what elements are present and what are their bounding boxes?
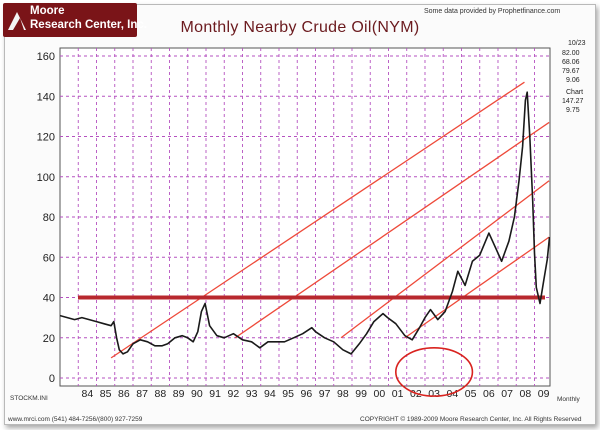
y-axis: 0 20 40 60 80 100 120 140 160 [37,51,55,385]
stats-chart-low: 9.75 [566,107,580,114]
stats-change: 9.06 [566,77,580,84]
y-tick-label: 120 [37,132,55,144]
stats-high: 82.00 [562,50,580,57]
x-tick-label: 03 [428,388,440,400]
brand-name-full: Research Center, Inc. [30,19,147,31]
period-label: Monthly [557,396,580,403]
stats-chart-label: Chart [566,89,584,96]
y-tick-label: 20 [43,333,55,345]
x-tick-label: 85 [100,388,112,400]
x-tick-label: 99 [355,388,367,400]
x-tick-label: 98 [337,388,349,400]
x-tick-label: 06 [483,388,495,400]
x-axis: 84 85 86 87 88 89 90 91 92 93 94 95 96 97 98 99 00 01 02 03… [82,388,550,400]
trend-line [340,180,550,339]
y-tick-label: 140 [37,91,55,103]
stats-low: 68.06 [562,59,580,66]
x-tick-label: 91 [209,388,221,400]
stats-date: 10/23 [568,40,586,47]
grid [60,48,550,386]
brand-logo: Moore Research Center, Inc. [3,3,147,37]
chart-marks [60,81,550,359]
x-tick-label: 94 [264,388,276,400]
x-tick-label: 07 [501,388,513,400]
trend-line [110,81,525,359]
y-tick-label: 80 [43,212,55,224]
stats-close: 79.67 [562,68,580,75]
stats-chart-high: 147.27 [562,98,584,105]
x-tick-label: 86 [118,388,130,400]
x-tick-label: 92 [228,388,240,400]
x-tick-label: 96 [301,388,313,400]
x-tick-label: 88 [155,388,167,400]
x-tick-label: 95 [282,388,294,400]
highlight-circle [394,347,474,397]
source-note: Some data provided by Prophetfinance.com [424,8,561,15]
y-tick-label: 160 [37,51,55,63]
x-tick-label: 01 [392,388,404,400]
y-tick-label: 100 [37,172,55,184]
x-tick-label: 09 [538,388,550,400]
x-tick-label: 00 [374,388,386,400]
copyright-footer: COPYRIGHT © 1989-2009 Moore Research Cen… [360,416,582,423]
x-tick-label: 90 [191,388,203,400]
x-tick-label: 89 [173,388,185,400]
x-tick-label: 84 [82,388,94,400]
x-tick-label: 97 [319,388,331,400]
brand-mark-icon [8,12,26,30]
y-tick-label: 40 [43,293,55,305]
contact-footer: www.mrci.com (541) 484-7256/(800) 927-72… [8,416,143,423]
chart-title: Monthly Nearby Crude Oil(NYM) [180,19,420,36]
x-tick-label: 08 [520,388,532,400]
x-tick-label: 05 [465,388,477,400]
trend-line [234,121,550,339]
y-tick-label: 60 [43,252,55,264]
x-tick-label: 87 [136,388,148,400]
y-tick-label: 0 [49,373,55,385]
brand-name: Moore [30,5,65,17]
study-file-label: STOCKM.INI [10,395,48,402]
price-line [60,91,550,355]
x-tick-label: 93 [246,388,258,400]
trend-line [404,236,550,339]
